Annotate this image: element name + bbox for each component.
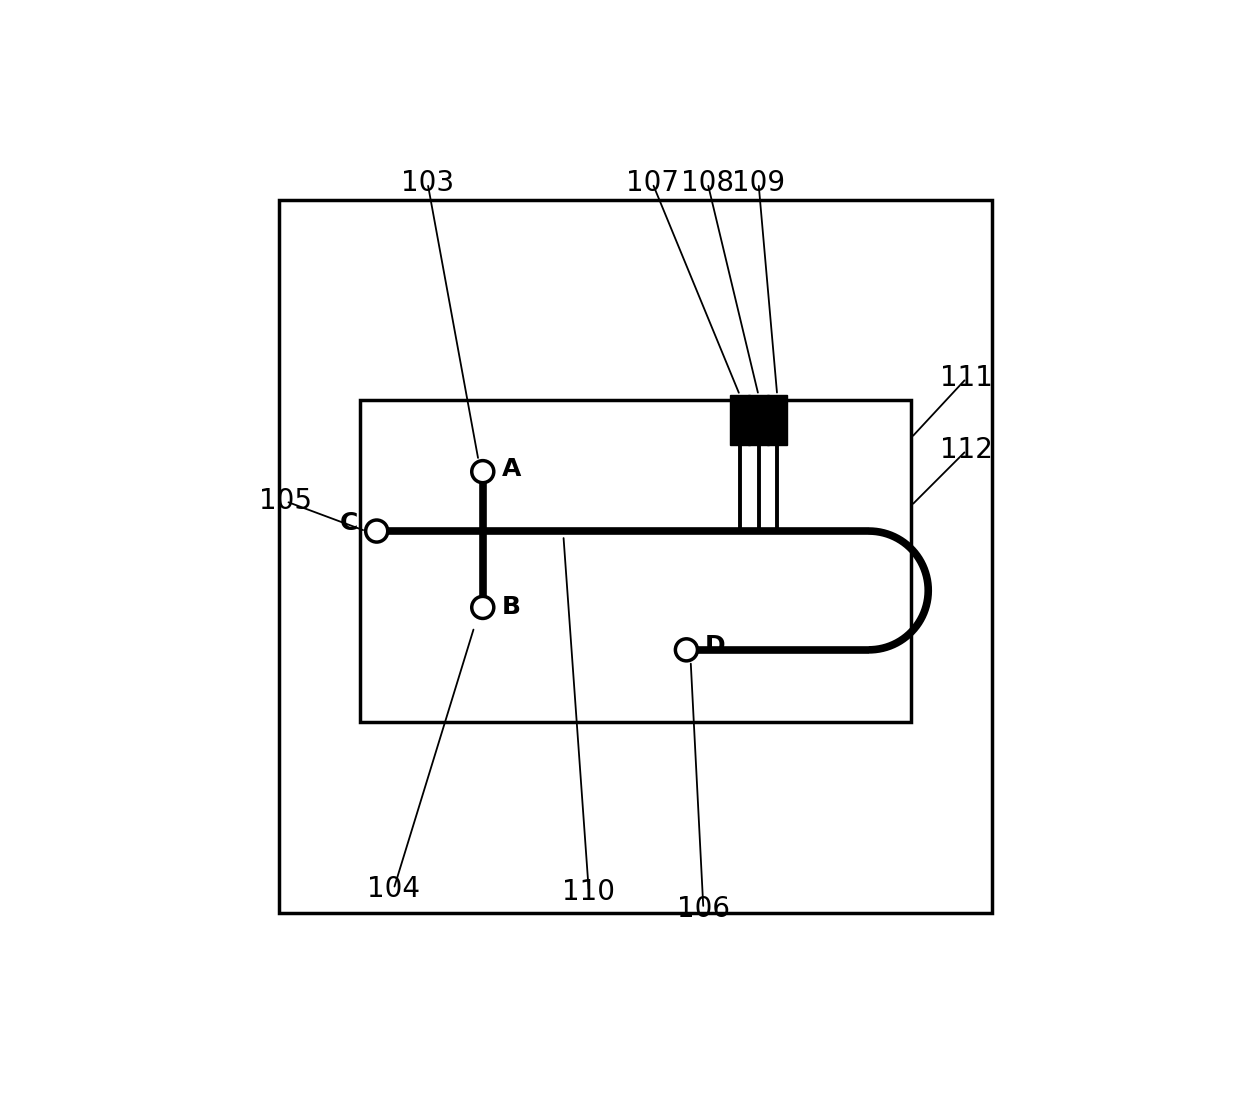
Text: B: B [501, 595, 521, 619]
Text: A: A [501, 457, 521, 482]
Circle shape [366, 520, 388, 542]
Text: 112: 112 [940, 436, 993, 464]
Bar [360, 400, 911, 722]
Text: 104: 104 [367, 875, 420, 904]
Text: 111: 111 [940, 365, 993, 392]
Bar [279, 201, 992, 912]
Text: C: C [340, 510, 358, 534]
Text: 106: 106 [677, 895, 730, 922]
Text: 107: 107 [626, 169, 680, 197]
Bar [729, 396, 750, 444]
Bar [749, 396, 769, 444]
Text: 108: 108 [681, 169, 734, 197]
Text: D: D [706, 634, 725, 658]
Circle shape [471, 596, 494, 618]
Text: 105: 105 [259, 487, 312, 516]
Text: 103: 103 [401, 169, 454, 197]
Bar [768, 396, 787, 444]
Circle shape [676, 639, 697, 661]
Text: 110: 110 [562, 877, 615, 906]
Circle shape [471, 461, 494, 483]
Text: 109: 109 [732, 169, 785, 197]
